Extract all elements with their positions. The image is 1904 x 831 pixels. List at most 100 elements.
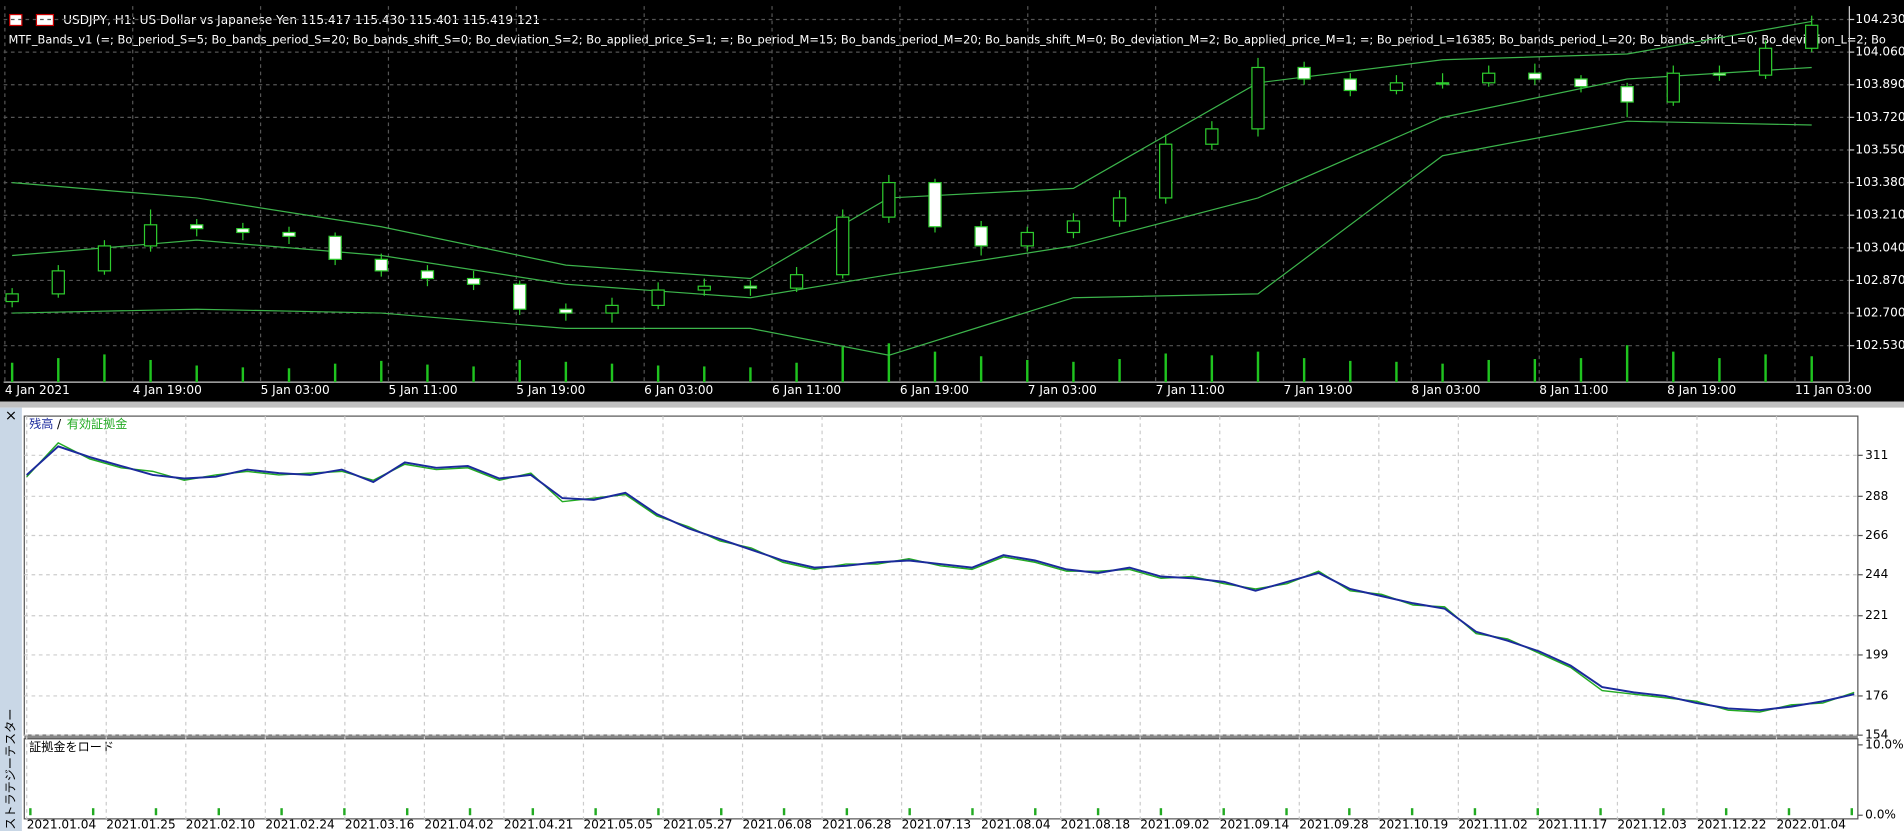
y-tick-label: 103.380: [1855, 175, 1904, 189]
candle-body: [328, 235, 342, 260]
legend-entry: 有効証拠金: [67, 416, 128, 431]
load-bar: [1159, 808, 1163, 816]
load-bar: [405, 808, 409, 816]
x-tick-label: 5 Jan 11:00: [388, 383, 457, 397]
x-tick-label: 2021.06.28: [822, 817, 891, 831]
candle-body: [51, 270, 65, 295]
load-bar: [1285, 808, 1288, 816]
load-bar: [29, 808, 32, 816]
equity-plot: [23, 415, 1859, 736]
y-tick-label: 266: [1865, 528, 1888, 542]
y-tick-label: 311: [1865, 448, 1888, 462]
candle-body: [1297, 66, 1311, 80]
load-bar: [1599, 808, 1602, 816]
indicator-line: MTF_Bands_v1 (=; Bo_period_S=5; Bo_bands…: [8, 33, 1885, 47]
load-bar: [971, 808, 974, 816]
y-tick-label: 0.0%: [1865, 808, 1896, 822]
x-tick-label: 8 Jan 03:00: [1411, 383, 1480, 397]
x-tick-label: 8 Jan 11:00: [1539, 383, 1608, 397]
load-bar: [1410, 808, 1414, 816]
y-tick-label: 10.0%: [1865, 737, 1904, 751]
candle-body: [236, 228, 250, 234]
x-tick-label: 2021.03.16: [345, 817, 414, 831]
candle-body: [651, 289, 665, 306]
candle-body: [1435, 82, 1450, 85]
candle-body: [143, 224, 158, 247]
load-bar: [594, 808, 597, 816]
candle-body: [190, 224, 204, 230]
y-tick-label: 199: [1865, 647, 1888, 661]
x-tick-label: 5 Jan 03:00: [261, 383, 330, 397]
x-tick-label: 2021.07.13: [902, 817, 971, 831]
load-bar: [1473, 808, 1477, 816]
band-line: [12, 66, 1812, 299]
load-bar: [720, 808, 723, 816]
load-bar: [1096, 808, 1100, 816]
x-tick-label: 2021.09.02: [1140, 817, 1209, 831]
candle-body: [1205, 128, 1219, 145]
load-bar: [1850, 808, 1853, 816]
load-plot: [23, 738, 1859, 820]
x-tick-label: 6 Jan 03:00: [644, 383, 713, 397]
y-tick-label: 103.040: [1855, 240, 1904, 254]
x-tick-label: 2021.05.05: [583, 817, 652, 831]
y-tick-label: 104.230: [1855, 12, 1904, 26]
candle-body: [282, 231, 296, 237]
load-bar: [217, 808, 220, 816]
y-tick-label: 103.210: [1855, 208, 1904, 222]
load-bar: [343, 808, 346, 816]
y-tick-label: 244: [1865, 567, 1888, 581]
x-tick-label: 6 Jan 19:00: [900, 383, 969, 397]
candle-body: [513, 283, 527, 310]
load-bar: [845, 808, 849, 816]
candle-body: [1066, 220, 1081, 234]
x-tick-label: 6 Jan 11:00: [772, 383, 841, 397]
load-bar: [531, 808, 535, 816]
load-bar: [1724, 808, 1728, 816]
candle-body: [1712, 72, 1727, 76]
load-bar: [1348, 808, 1351, 816]
x-tick-label: 2021.04.02: [424, 817, 493, 831]
load-bar: [91, 808, 95, 816]
y-tick-label: 102.530: [1855, 338, 1904, 352]
close-button[interactable]: ×: [5, 407, 17, 424]
candle-body: [5, 293, 19, 303]
candle-body: [1251, 66, 1265, 130]
x-tick-label: 7 Jan 19:00: [1284, 383, 1353, 397]
legend-entry: 残高: [29, 416, 53, 431]
load-bar: [1034, 808, 1037, 816]
candle-body: [882, 181, 896, 218]
x-tick-label: 2021.02.10: [186, 817, 255, 831]
candle-body: [605, 304, 619, 314]
x-tick-label: 2021.02.24: [265, 817, 335, 831]
y-tick-label: 103.550: [1855, 142, 1904, 156]
tester-tab: [0, 407, 22, 831]
tab-title[interactable]: ストラテジーテスター: [3, 709, 17, 830]
load-bar: [1222, 808, 1225, 816]
y-tick-label: 176: [1865, 688, 1888, 702]
load-bar: [154, 808, 158, 816]
load-bar: [657, 808, 660, 816]
candle-body: [466, 277, 481, 285]
x-tick-label: 8 Jan 19:00: [1667, 383, 1736, 397]
splitter: [0, 401, 1904, 408]
y-tick-label: 102.870: [1855, 273, 1904, 287]
load-bar: [1787, 808, 1791, 816]
x-tick-label: 2021.05.27: [663, 817, 732, 831]
candle-body: [928, 181, 942, 228]
candle-body: [974, 226, 988, 247]
y-tick-label: 102.700: [1855, 306, 1904, 320]
x-tick-label: 5 Jan 19:00: [516, 383, 585, 397]
y-tick-label: 288: [1865, 489, 1888, 503]
x-tick-label: 2022.01.04: [1777, 817, 1847, 831]
load-bar: [782, 808, 786, 816]
candle-body: [1574, 78, 1588, 88]
x-tick-label: 2021.09.14: [1220, 817, 1290, 831]
x-tick-label: 2021.06.08: [743, 817, 812, 831]
candle-body: [1805, 24, 1819, 49]
series-line: [26, 445, 1855, 712]
y-tick-label: 104.060: [1855, 45, 1904, 59]
candle-body: [374, 258, 388, 272]
